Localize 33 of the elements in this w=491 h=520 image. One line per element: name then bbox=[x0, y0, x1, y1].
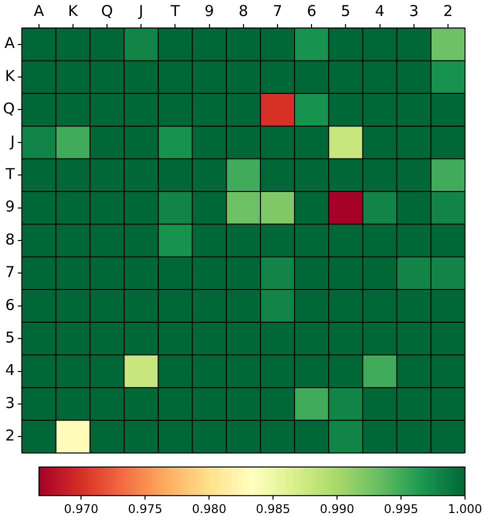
x-tick-label: 7 bbox=[272, 2, 282, 20]
x-tick-label: 3 bbox=[409, 2, 419, 20]
y-tick-label: 6 bbox=[5, 296, 15, 314]
y-tick-label: 7 bbox=[5, 263, 15, 282]
color-bar-label: 0.975 bbox=[128, 502, 162, 516]
y-tick-label: Q bbox=[2, 100, 15, 118]
y-tick-label: K bbox=[4, 66, 16, 85]
color-bar-label: 0.995 bbox=[384, 502, 418, 516]
x-tick-label: K bbox=[68, 2, 80, 20]
x-tick-label: 6 bbox=[306, 2, 316, 20]
y-tick-label: 9 bbox=[5, 198, 15, 216]
x-tick-label: J bbox=[138, 2, 144, 20]
color-bar-label: 0.985 bbox=[256, 502, 290, 516]
x-tick-label: Q bbox=[101, 2, 113, 20]
x-tick-label: 8 bbox=[238, 2, 248, 20]
x-tick-label: T bbox=[170, 2, 181, 20]
y-tick-label: 2 bbox=[5, 426, 15, 445]
y-tick-label: J bbox=[9, 132, 15, 150]
y-tick-label: 4 bbox=[5, 361, 15, 380]
color-bar-label: 0.990 bbox=[320, 502, 354, 516]
color-bar-label: 0.980 bbox=[192, 502, 226, 516]
y-tick-label: 5 bbox=[5, 328, 15, 346]
y-tick-label: T bbox=[4, 165, 16, 184]
color-bar-label: 1.000 bbox=[448, 502, 482, 516]
x-tick-label: A bbox=[34, 2, 45, 20]
x-tick-label: 4 bbox=[374, 2, 385, 20]
x-tick-label: 9 bbox=[204, 2, 214, 20]
x-tick-label: 5 bbox=[340, 2, 350, 20]
color-bar-label: 0.970 bbox=[64, 502, 98, 516]
y-tick-label: 3 bbox=[5, 394, 15, 412]
y-tick-label: A bbox=[4, 34, 16, 52]
x-tick-label: 2 bbox=[443, 2, 453, 20]
y-tick-label: 8 bbox=[5, 230, 15, 248]
